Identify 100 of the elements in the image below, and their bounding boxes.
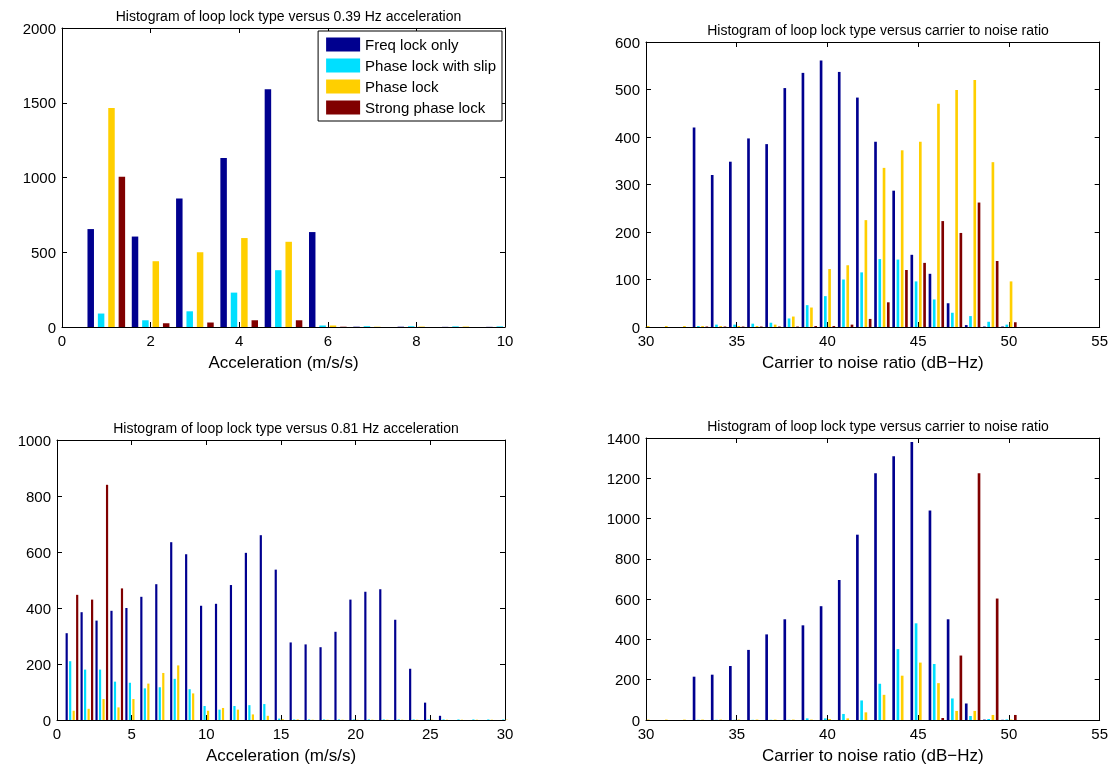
bar bbox=[987, 321, 990, 327]
bar bbox=[951, 312, 954, 327]
bar bbox=[120, 588, 124, 720]
y-tick-label: 200 bbox=[614, 223, 640, 241]
bar bbox=[751, 323, 755, 327]
bar bbox=[221, 707, 225, 720]
y-tick-label: 2000 bbox=[22, 19, 56, 37]
bar bbox=[969, 316, 972, 327]
y-tick-label: 1400 bbox=[606, 429, 640, 447]
bar bbox=[905, 270, 908, 327]
bar bbox=[251, 714, 254, 720]
bar bbox=[176, 198, 183, 327]
bar bbox=[729, 161, 732, 327]
x-tick-label: 35 bbox=[728, 725, 746, 742]
bar bbox=[186, 311, 193, 327]
bar bbox=[110, 610, 113, 720]
bar bbox=[229, 585, 233, 720]
bar bbox=[304, 644, 307, 720]
x-tick-label: 20 bbox=[347, 725, 365, 742]
bar bbox=[910, 254, 914, 327]
y-tick-label: 0 bbox=[42, 711, 51, 729]
y-tick-label: 800 bbox=[614, 550, 640, 568]
x-tick-label: 15 bbox=[272, 725, 290, 742]
bar bbox=[900, 150, 904, 327]
bar bbox=[105, 484, 109, 720]
bar bbox=[937, 683, 940, 720]
x-tick-label: 50 bbox=[1000, 332, 1018, 349]
y-tick-label: 800 bbox=[25, 487, 51, 505]
bar bbox=[308, 232, 316, 327]
bar bbox=[892, 190, 895, 327]
y-tick-label: 400 bbox=[614, 128, 640, 146]
bar bbox=[729, 666, 732, 720]
x-tick-label: 4 bbox=[235, 332, 244, 349]
bar bbox=[177, 665, 180, 720]
bar bbox=[747, 138, 750, 327]
bar bbox=[932, 664, 936, 720]
bar bbox=[113, 681, 117, 720]
bar bbox=[856, 97, 859, 327]
bar bbox=[765, 144, 768, 327]
bar bbox=[72, 710, 75, 720]
bar bbox=[941, 221, 945, 327]
bar bbox=[244, 552, 247, 720]
bar bbox=[791, 316, 795, 327]
bar bbox=[846, 265, 850, 327]
chart-title: Histogram of loop lock type versus carrier to noise ratio bbox=[707, 418, 1049, 434]
bar bbox=[173, 678, 176, 720]
bar bbox=[892, 456, 895, 720]
bar bbox=[140, 596, 143, 720]
chart-title: Histogram of loop lock type versus 0.39 Hz acceleration bbox=[115, 8, 462, 24]
bar bbox=[842, 279, 845, 327]
bar bbox=[233, 706, 236, 720]
bar bbox=[964, 703, 968, 720]
bar bbox=[824, 296, 827, 327]
x-tick-label: 40 bbox=[819, 332, 836, 349]
bar bbox=[918, 662, 922, 720]
bar bbox=[941, 717, 945, 720]
legend-label: Strong phase lock bbox=[365, 99, 486, 116]
bar bbox=[955, 89, 958, 327]
x-axis-title: Carrier to noise ratio (dB−Hz) bbox=[762, 353, 984, 372]
bar bbox=[837, 580, 841, 720]
bar bbox=[295, 320, 303, 327]
bar bbox=[274, 569, 277, 720]
bar bbox=[874, 473, 877, 720]
x-tick-label: 45 bbox=[909, 725, 927, 742]
x-tick-label: 8 bbox=[412, 332, 421, 349]
bar bbox=[828, 269, 831, 327]
bar bbox=[837, 71, 841, 327]
bar bbox=[275, 270, 282, 327]
bar bbox=[937, 103, 940, 327]
bar bbox=[251, 320, 259, 327]
bar bbox=[810, 307, 813, 327]
y-tick-label: 0 bbox=[47, 318, 56, 336]
bar bbox=[334, 631, 337, 720]
bar bbox=[214, 603, 218, 720]
bar bbox=[207, 322, 214, 327]
x-tick-label: 10 bbox=[496, 332, 514, 349]
x-tick-label: 30 bbox=[496, 725, 514, 742]
x-axis-title: Acceleration (m/s/s) bbox=[205, 746, 357, 765]
bar bbox=[69, 661, 72, 720]
x-tick-label: 50 bbox=[1000, 725, 1018, 742]
bar bbox=[349, 599, 352, 720]
bar bbox=[218, 709, 221, 720]
bar bbox=[860, 700, 863, 720]
y-tick-label: 1500 bbox=[22, 94, 56, 112]
bar bbox=[715, 324, 718, 327]
bar bbox=[969, 715, 972, 720]
bar bbox=[285, 241, 292, 327]
bar bbox=[409, 668, 412, 720]
x-tick-label: 45 bbox=[909, 332, 927, 349]
x-tick-label: 6 bbox=[323, 332, 332, 349]
bar bbox=[878, 259, 882, 327]
bar bbox=[783, 88, 787, 327]
bar bbox=[185, 554, 188, 720]
legend-label: Phase lock with slip bbox=[365, 57, 497, 74]
y-tick-label: 600 bbox=[25, 543, 51, 561]
bar bbox=[152, 261, 160, 327]
bar bbox=[710, 175, 714, 327]
y-tick-label: 0 bbox=[631, 711, 640, 729]
bar bbox=[158, 687, 161, 720]
x-tick-label: 0 bbox=[57, 332, 67, 349]
